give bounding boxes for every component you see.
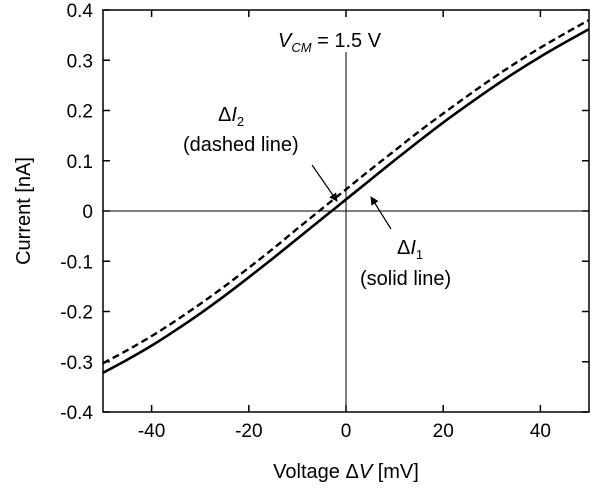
y-tick-label: -0.4 — [60, 403, 93, 424]
series-delta-i2-dashed — [102, 19, 590, 365]
delta-i2-subscript: 2 — [237, 114, 244, 129]
delta-i2-symbol: I — [231, 104, 237, 126]
series-delta-i1-solid — [102, 27, 590, 374]
delta-i1-subscript: 1 — [416, 247, 423, 262]
x-tick-label: 0 — [341, 421, 352, 442]
y-tick-label: -0.3 — [60, 353, 93, 374]
delta-i1-note: (solid line) — [360, 268, 451, 290]
vcm-annotation: VCM = 1.5 V — [278, 30, 382, 55]
axis-ticks: -40 -20 0 20 40 0.4 0.3 0.2 0.1 0 -0.1 -0.2 -0.3 -0.4 — [60, 1, 589, 442]
vcm-symbol: V — [278, 30, 293, 52]
delta-i1-arrow — [370, 196, 392, 230]
y-axis-title: Current [nA] — [13, 157, 35, 265]
x-tick-label: -40 — [138, 421, 165, 442]
x-tick-label: 40 — [530, 421, 551, 442]
delta-i2-label: ΔI2 — [218, 104, 244, 129]
y-tick-label: 0 — [82, 202, 93, 223]
x-axis-title-unit: [mV] — [372, 461, 419, 483]
y-tick-label: -0.2 — [60, 303, 93, 324]
delta-i1-label: ΔI1 — [397, 237, 423, 262]
delta-i1-delta: Δ — [397, 237, 410, 259]
x-tick-label: -20 — [235, 421, 262, 442]
x-axis-title: Voltage ΔV [mV] — [273, 461, 419, 483]
x-axis-title-prefix: Voltage Δ — [273, 461, 359, 483]
y-tick-label: 0.1 — [67, 152, 93, 173]
x-axis-title-symbol: V — [359, 461, 374, 483]
x-tick-label: 20 — [433, 421, 454, 442]
vcm-value: = 1.5 V — [312, 30, 382, 52]
delta-i2-note: (dashed line) — [183, 134, 299, 156]
y-tick-label: 0.3 — [67, 51, 93, 72]
delta-i1-symbol: I — [410, 237, 416, 259]
y-tick-label: 0.2 — [67, 102, 93, 123]
delta-i2-delta: Δ — [218, 104, 231, 126]
y-tick-label: -0.1 — [60, 252, 93, 273]
vcm-subscript: CM — [291, 40, 311, 55]
delta-i2-arrow — [311, 164, 338, 202]
y-tick-label: 0.4 — [67, 1, 94, 22]
